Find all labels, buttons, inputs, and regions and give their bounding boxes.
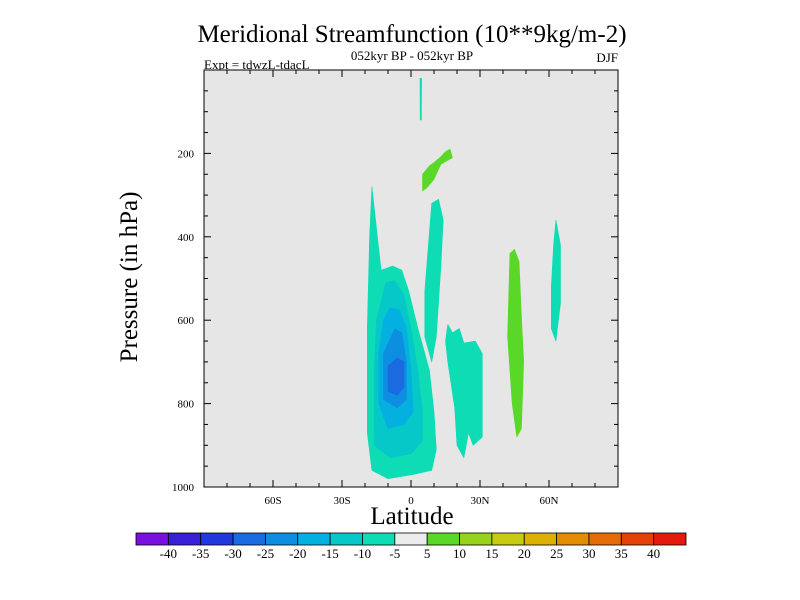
colorbar-swatch [588, 532, 622, 546]
colorbar-swatch [556, 532, 590, 546]
colorbar-label: -15 [321, 546, 338, 561]
colorbar-swatch [459, 532, 493, 546]
colorbar-label: 20 [518, 546, 531, 561]
colorbar-label: -40 [160, 546, 177, 561]
x-tick-label: 30N [471, 495, 490, 507]
season-label: DJF [596, 50, 618, 65]
colorbar-swatch [426, 532, 460, 546]
colorbar-swatch [200, 532, 234, 546]
colorbar-swatch [653, 532, 687, 546]
colorbar-swatch [297, 532, 331, 546]
plot-axes: 200 400 600 800 1000 60S 30S 0 30N 60N [172, 69, 619, 507]
y-tick-label: 200 [178, 148, 195, 160]
x-tick-label: 60N [540, 495, 559, 507]
y-tick-label: 400 [178, 232, 195, 244]
contour-region-4 [550, 219, 561, 342]
colorbar-swatch [620, 532, 655, 546]
y-tick-label: 1000 [172, 482, 195, 494]
contour-region-9 [387, 357, 405, 396]
contour-region-5 [422, 148, 453, 192]
colorbar-label: 10 [453, 546, 466, 561]
colorbar-swatch [135, 532, 169, 546]
colorbar-label: -5 [389, 546, 400, 561]
colorbar-label: 5 [424, 546, 431, 561]
x-tick-label: 0 [408, 495, 414, 507]
colorbar-label: -35 [192, 546, 209, 561]
experiment-label: Expt = tdwzL-tdacL [204, 57, 310, 72]
colorbar-label: 15 [485, 546, 498, 561]
contour-region-3 [445, 324, 483, 459]
colorbar-swatch [265, 532, 299, 546]
contour-region-1 [424, 199, 444, 363]
colorbar-label: -30 [224, 546, 241, 561]
colorbar-swatch [394, 532, 428, 546]
chart-title: Meridional Streamfunction (10**9kg/m-2) [197, 21, 626, 48]
x-tick-label: 60S [264, 495, 281, 507]
contour-regions [366, 78, 561, 480]
chart-subtitle: 052kyr BP - 052kyr BP [351, 48, 473, 63]
colorbar-label: 30 [582, 546, 595, 561]
colorbar-swatch [329, 532, 363, 546]
colorbar-label: -10 [354, 546, 371, 561]
colorbar-label: -20 [289, 546, 306, 561]
y-tick-label: 800 [178, 399, 195, 411]
colorbar-swatch [491, 532, 525, 546]
colorbar-swatch [232, 532, 266, 546]
y-tick-label: 600 [178, 315, 195, 327]
x-axis-label: Latitude [370, 503, 453, 530]
y-axis-label: Pressure (in hPa) [116, 192, 143, 363]
colorbar-swatch [523, 532, 557, 546]
contour-region-6 [507, 249, 525, 438]
colorbar-label: 40 [647, 546, 660, 561]
colorbar-label: 25 [550, 546, 563, 561]
colorbar: -40 -35 -30 -25 -20 -15 -10 -5 5 10 15 20 25 30 35 40 [135, 532, 687, 561]
colorbar-label: 35 [615, 546, 628, 561]
x-tick-label: 30S [333, 495, 350, 507]
colorbar-swatch [167, 532, 202, 546]
colorbar-label: -25 [257, 546, 274, 561]
colorbar-swatch [362, 532, 396, 546]
contour-region-10 [419, 78, 422, 121]
